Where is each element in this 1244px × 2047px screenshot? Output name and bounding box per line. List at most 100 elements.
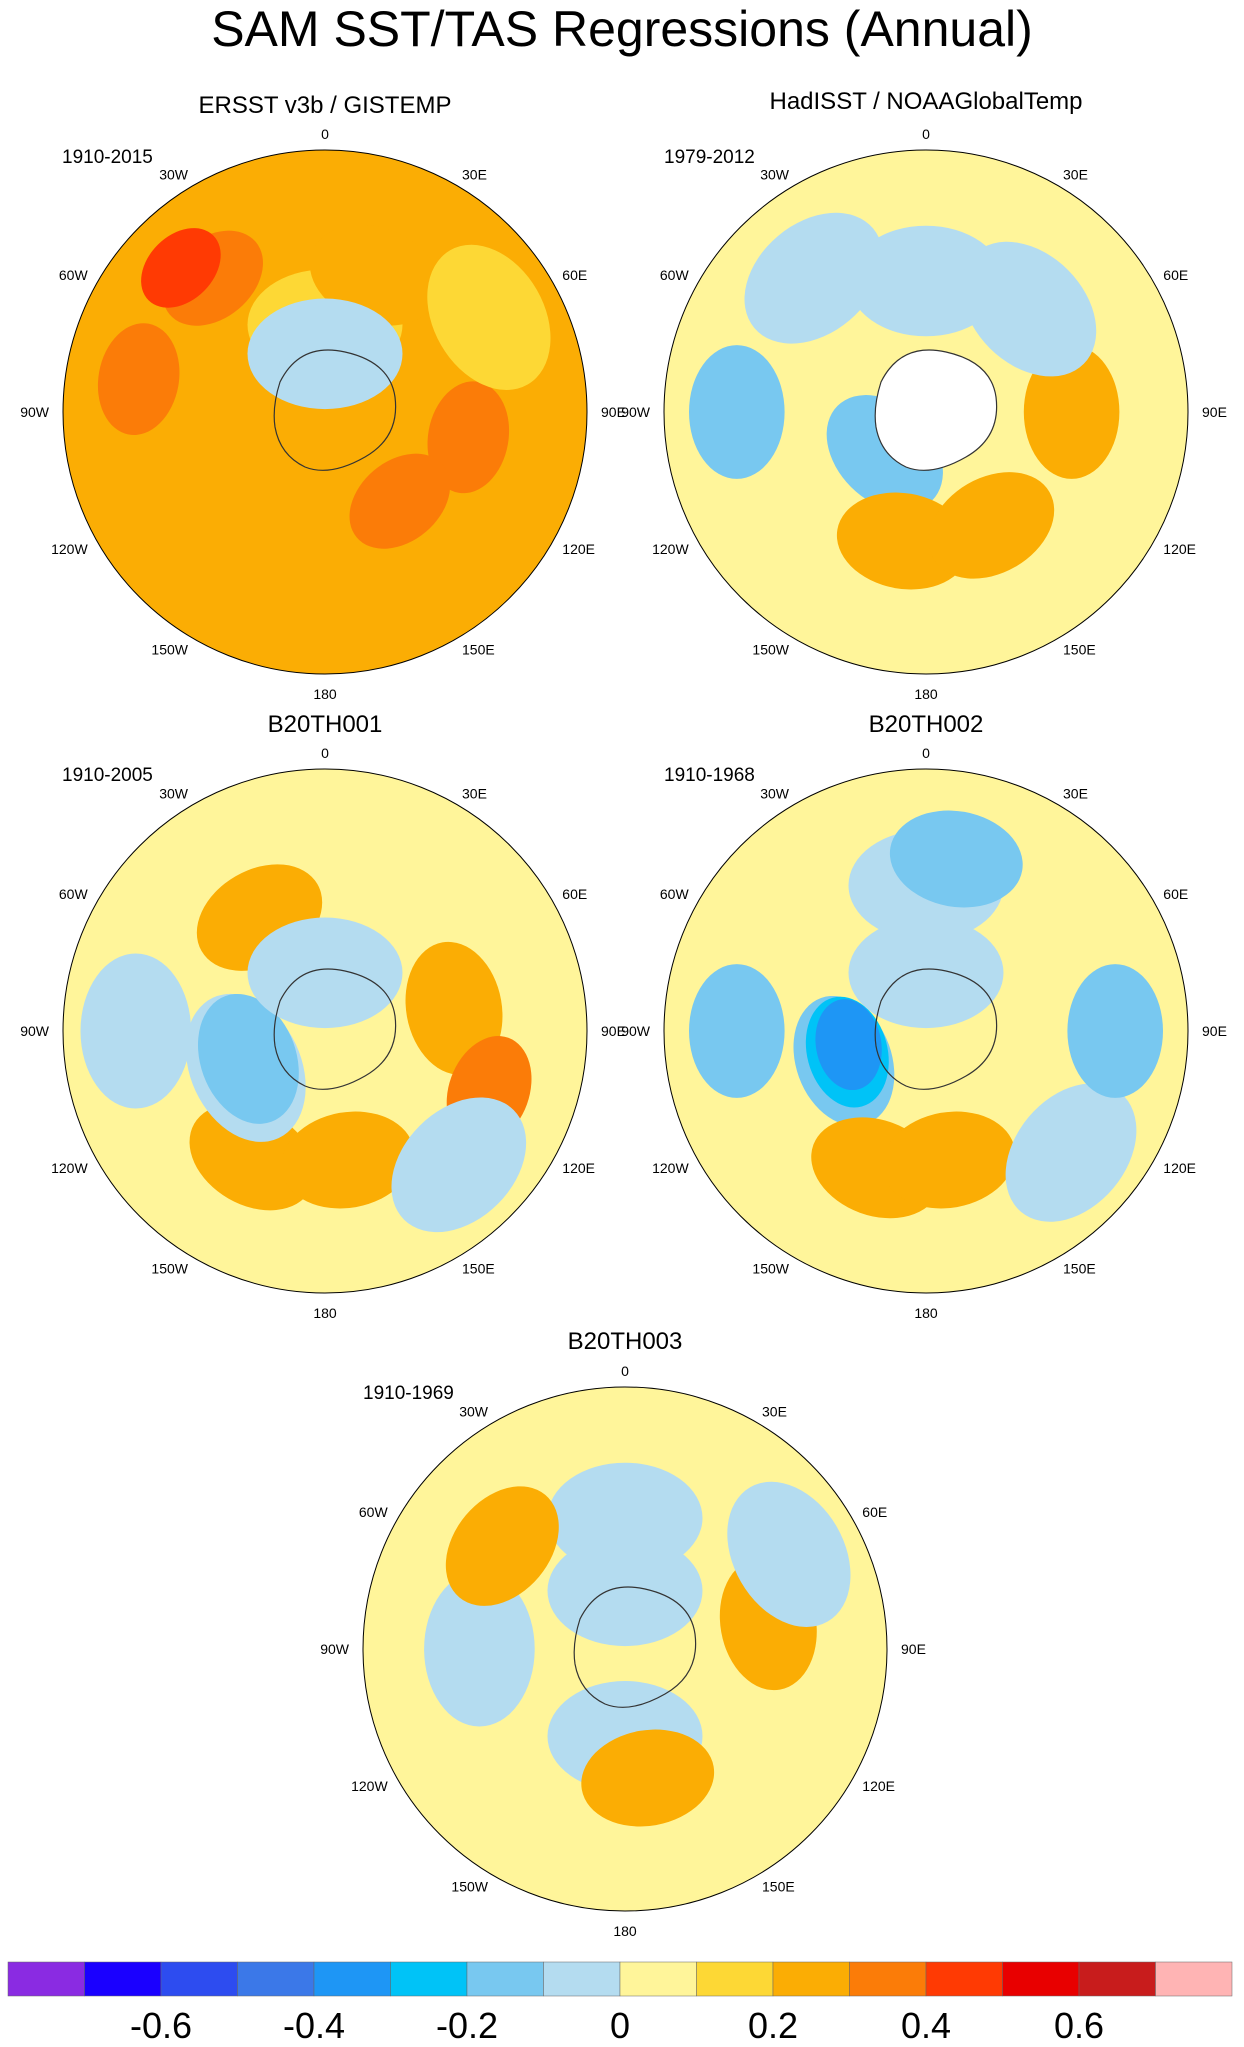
lon-label-s120w: 120W xyxy=(652,541,689,557)
lon-label-s150e: 150E xyxy=(1063,1260,1096,1276)
map-panel-5: B20TH003 1910-1969 0 30E 60E 90E 120E 150E 180 15… xyxy=(320,1328,926,1939)
field-patch-7 xyxy=(928,472,1055,579)
lon-label-s120e: 120E xyxy=(1163,1160,1196,1176)
colorbar-swatch-13 xyxy=(925,1961,1003,1997)
colorbar-swatch-14 xyxy=(1002,1961,1080,1997)
field-patch-5 xyxy=(427,381,510,494)
colorbar-label-3: -0.2 xyxy=(436,2005,498,2046)
field-1 xyxy=(63,150,587,674)
panel-period: 1910-1968 xyxy=(664,765,755,786)
lon-label-n30w: 30W xyxy=(459,1404,489,1420)
lon-label-bottom: 180 xyxy=(914,686,938,702)
field-patch-3 xyxy=(97,323,180,435)
lon-label-top: 0 xyxy=(922,126,930,142)
lon-label-s150w: 150W xyxy=(151,641,188,657)
lon-label-n60w: 60W xyxy=(59,886,89,902)
field-patch-3 xyxy=(815,999,882,1091)
lon-label-s120e: 120E xyxy=(1163,541,1196,557)
map-panel-3: B20TH001 1910-2005 0 30E 60E 90E 120E 150E 180 15… xyxy=(20,711,626,1321)
lon-label-n30e: 30E xyxy=(762,1404,787,1420)
antarctica-outline xyxy=(874,349,998,471)
colorbar-swatch-9 xyxy=(619,1961,697,1997)
colorbar-label-1: -0.6 xyxy=(130,2005,192,2046)
colorbar-swatch-15 xyxy=(1078,1961,1156,1997)
lon-label-s120w: 120W xyxy=(51,541,88,557)
lon-label-n30e: 30E xyxy=(462,786,487,802)
lon-label-w90: 90W xyxy=(320,1641,350,1657)
field-patch-10 xyxy=(391,1097,527,1233)
field-patch-11 xyxy=(1067,964,1163,1098)
map-panel-1: ERSST v3b / GISTEMP 1910-2015 0 30E 60E 90E 12… xyxy=(20,92,626,702)
field-patch-1 xyxy=(848,225,1004,337)
lon-label-bottom: 180 xyxy=(313,1305,337,1321)
lon-label-n60e: 60E xyxy=(562,886,587,902)
lon-label-top: 0 xyxy=(321,126,329,142)
lon-label-n30w: 30W xyxy=(760,786,790,802)
panel-period: 1979-2012 xyxy=(664,147,755,168)
lon-label-n30e: 30E xyxy=(1063,786,1088,802)
lon-label-s150e: 150E xyxy=(462,641,495,657)
map-panel-2: HadISST / NOAAGlobalTemp 1979-2012 0 30E 60E… xyxy=(621,88,1227,702)
antarctica-outline xyxy=(874,968,998,1090)
lon-label-w90: 90W xyxy=(621,404,651,420)
panel-title: ERSST v3b / GISTEMP xyxy=(199,92,452,119)
lon-label-n60w: 60W xyxy=(59,267,89,283)
field-5 xyxy=(363,1387,887,1911)
lon-label-n60e: 60E xyxy=(562,267,587,283)
antarctica-outline xyxy=(273,968,397,1090)
field-3 xyxy=(63,769,587,1293)
map-border xyxy=(362,1386,888,1912)
lon-label-s150e: 150E xyxy=(1063,641,1096,657)
lon-label-s120w: 120W xyxy=(652,1160,689,1176)
lon-label-s120e: 120E xyxy=(562,1160,595,1176)
lon-label-e90: 90E xyxy=(1202,404,1227,420)
field-patch-7 xyxy=(80,953,192,1109)
colorbar-swatch-2 xyxy=(84,1961,162,1997)
colorbar-label-6: 0.4 xyxy=(901,2005,951,2046)
field-patch-9 xyxy=(247,917,403,1029)
colorbar-swatch-16 xyxy=(1155,1961,1233,1997)
lon-label-s120e: 120E xyxy=(562,541,595,557)
colorbar: -0.6 -0.4 -0.2 0 0.2 0.4 0.6 xyxy=(7,1961,1233,2046)
main-title: SAM SST/TAS Regressions (Annual) xyxy=(211,1,1033,57)
field-patch-4 xyxy=(281,1111,415,1209)
map-panel-4: B20TH002 1910-1968 0 30E 60E 90E 120E 150E 180 15… xyxy=(621,711,1227,1321)
field-patch-8 xyxy=(961,241,1097,377)
colorbar-swatch-10 xyxy=(696,1961,774,1997)
panels: ERSST v3b / GISTEMP 1910-2015 0 30E 60E 90E 12… xyxy=(20,88,1227,1939)
colorbar-swatch-12 xyxy=(849,1961,927,1997)
lon-label-s120w: 120W xyxy=(51,1160,88,1176)
colorbar-label-2: -0.4 xyxy=(283,2005,345,2046)
field-patch-7 xyxy=(848,917,1004,1029)
colorbar-swatch-1 xyxy=(7,1961,85,1997)
map-border xyxy=(663,149,1189,675)
antarctica-outline xyxy=(273,349,397,471)
lon-label-bottom: 180 xyxy=(914,1305,938,1321)
lon-label-n30e: 30E xyxy=(1063,167,1088,183)
lon-label-s120e: 120E xyxy=(862,1778,895,1794)
lon-label-n60e: 60E xyxy=(862,1504,887,1520)
panel-period: 1910-2005 xyxy=(62,765,153,786)
colorbar-label-5: 0.2 xyxy=(748,2005,798,2046)
field-patch-2 xyxy=(405,941,503,1075)
lon-label-s150e: 150E xyxy=(462,1260,495,1276)
field-patch-7 xyxy=(247,298,403,410)
field-4 xyxy=(664,769,1188,1293)
lon-label-bottom: 180 xyxy=(313,686,337,702)
lon-label-n30w: 30W xyxy=(159,167,189,183)
field-patch-8 xyxy=(141,228,221,308)
lon-label-e90: 90E xyxy=(601,404,626,420)
lon-label-n30e: 30E xyxy=(462,167,487,183)
lon-label-w90: 90W xyxy=(20,404,50,420)
lon-label-w90: 90W xyxy=(621,1023,651,1039)
lon-label-n60w: 60W xyxy=(359,1504,389,1520)
field-patch-6 xyxy=(581,1729,715,1827)
field-patch-2 xyxy=(744,212,883,344)
panel-title: B20TH003 xyxy=(568,1328,683,1355)
field-2 xyxy=(664,150,1188,674)
field-patch-9 xyxy=(882,1111,1016,1209)
map-border xyxy=(663,768,1189,1294)
colorbar-swatch-11 xyxy=(772,1961,850,1997)
lon-label-n60w: 60W xyxy=(660,886,690,902)
